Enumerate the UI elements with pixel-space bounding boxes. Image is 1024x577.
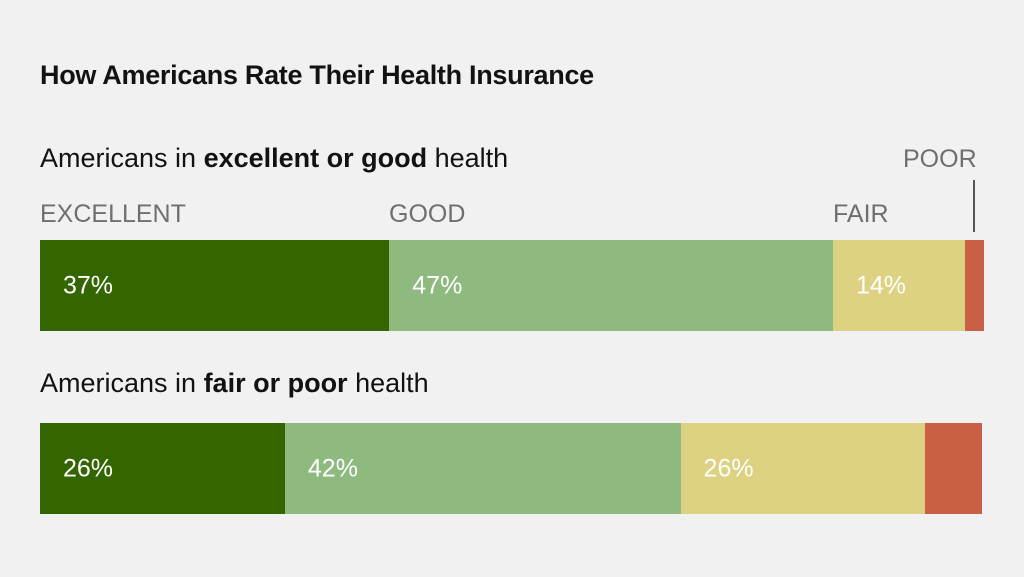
category-label-excellent: EXCELLENT	[40, 200, 186, 228]
bar-segment-excellent: 37%	[40, 240, 390, 331]
group-2-subtitle: Americans in fair or poor health	[40, 368, 429, 398]
bar-segment-excellent: 26%	[40, 423, 285, 514]
data-label: 26%	[63, 454, 114, 482]
data-label: 47%	[412, 271, 463, 299]
bar-segment-poor	[965, 240, 984, 331]
data-label: 26%	[703, 454, 754, 482]
bar-segment-good: 42%	[284, 423, 681, 514]
bar-group-1: 37% 47% 14%	[40, 240, 984, 331]
category-label-good: GOOD	[389, 200, 466, 228]
bar-group-2: 26% 42% 26%	[40, 423, 982, 514]
data-label: 42%	[307, 454, 358, 482]
bar-segment-fair: 14%	[832, 240, 966, 331]
group-1-subtitle: Americans in excellent or good health	[40, 143, 509, 173]
category-label-fair: FAIR	[833, 200, 889, 228]
bar-segment-good: 47%	[389, 240, 833, 331]
poor-leader-line	[973, 180, 975, 232]
chart-title: How Americans Rate Their Health Insuranc…	[40, 60, 594, 90]
bar-segment-fair: 26%	[680, 423, 926, 514]
data-label: 37%	[63, 271, 114, 299]
data-label: 14%	[855, 271, 906, 299]
category-label-poor: POOR	[903, 145, 977, 173]
bar-segment-poor	[925, 423, 982, 514]
